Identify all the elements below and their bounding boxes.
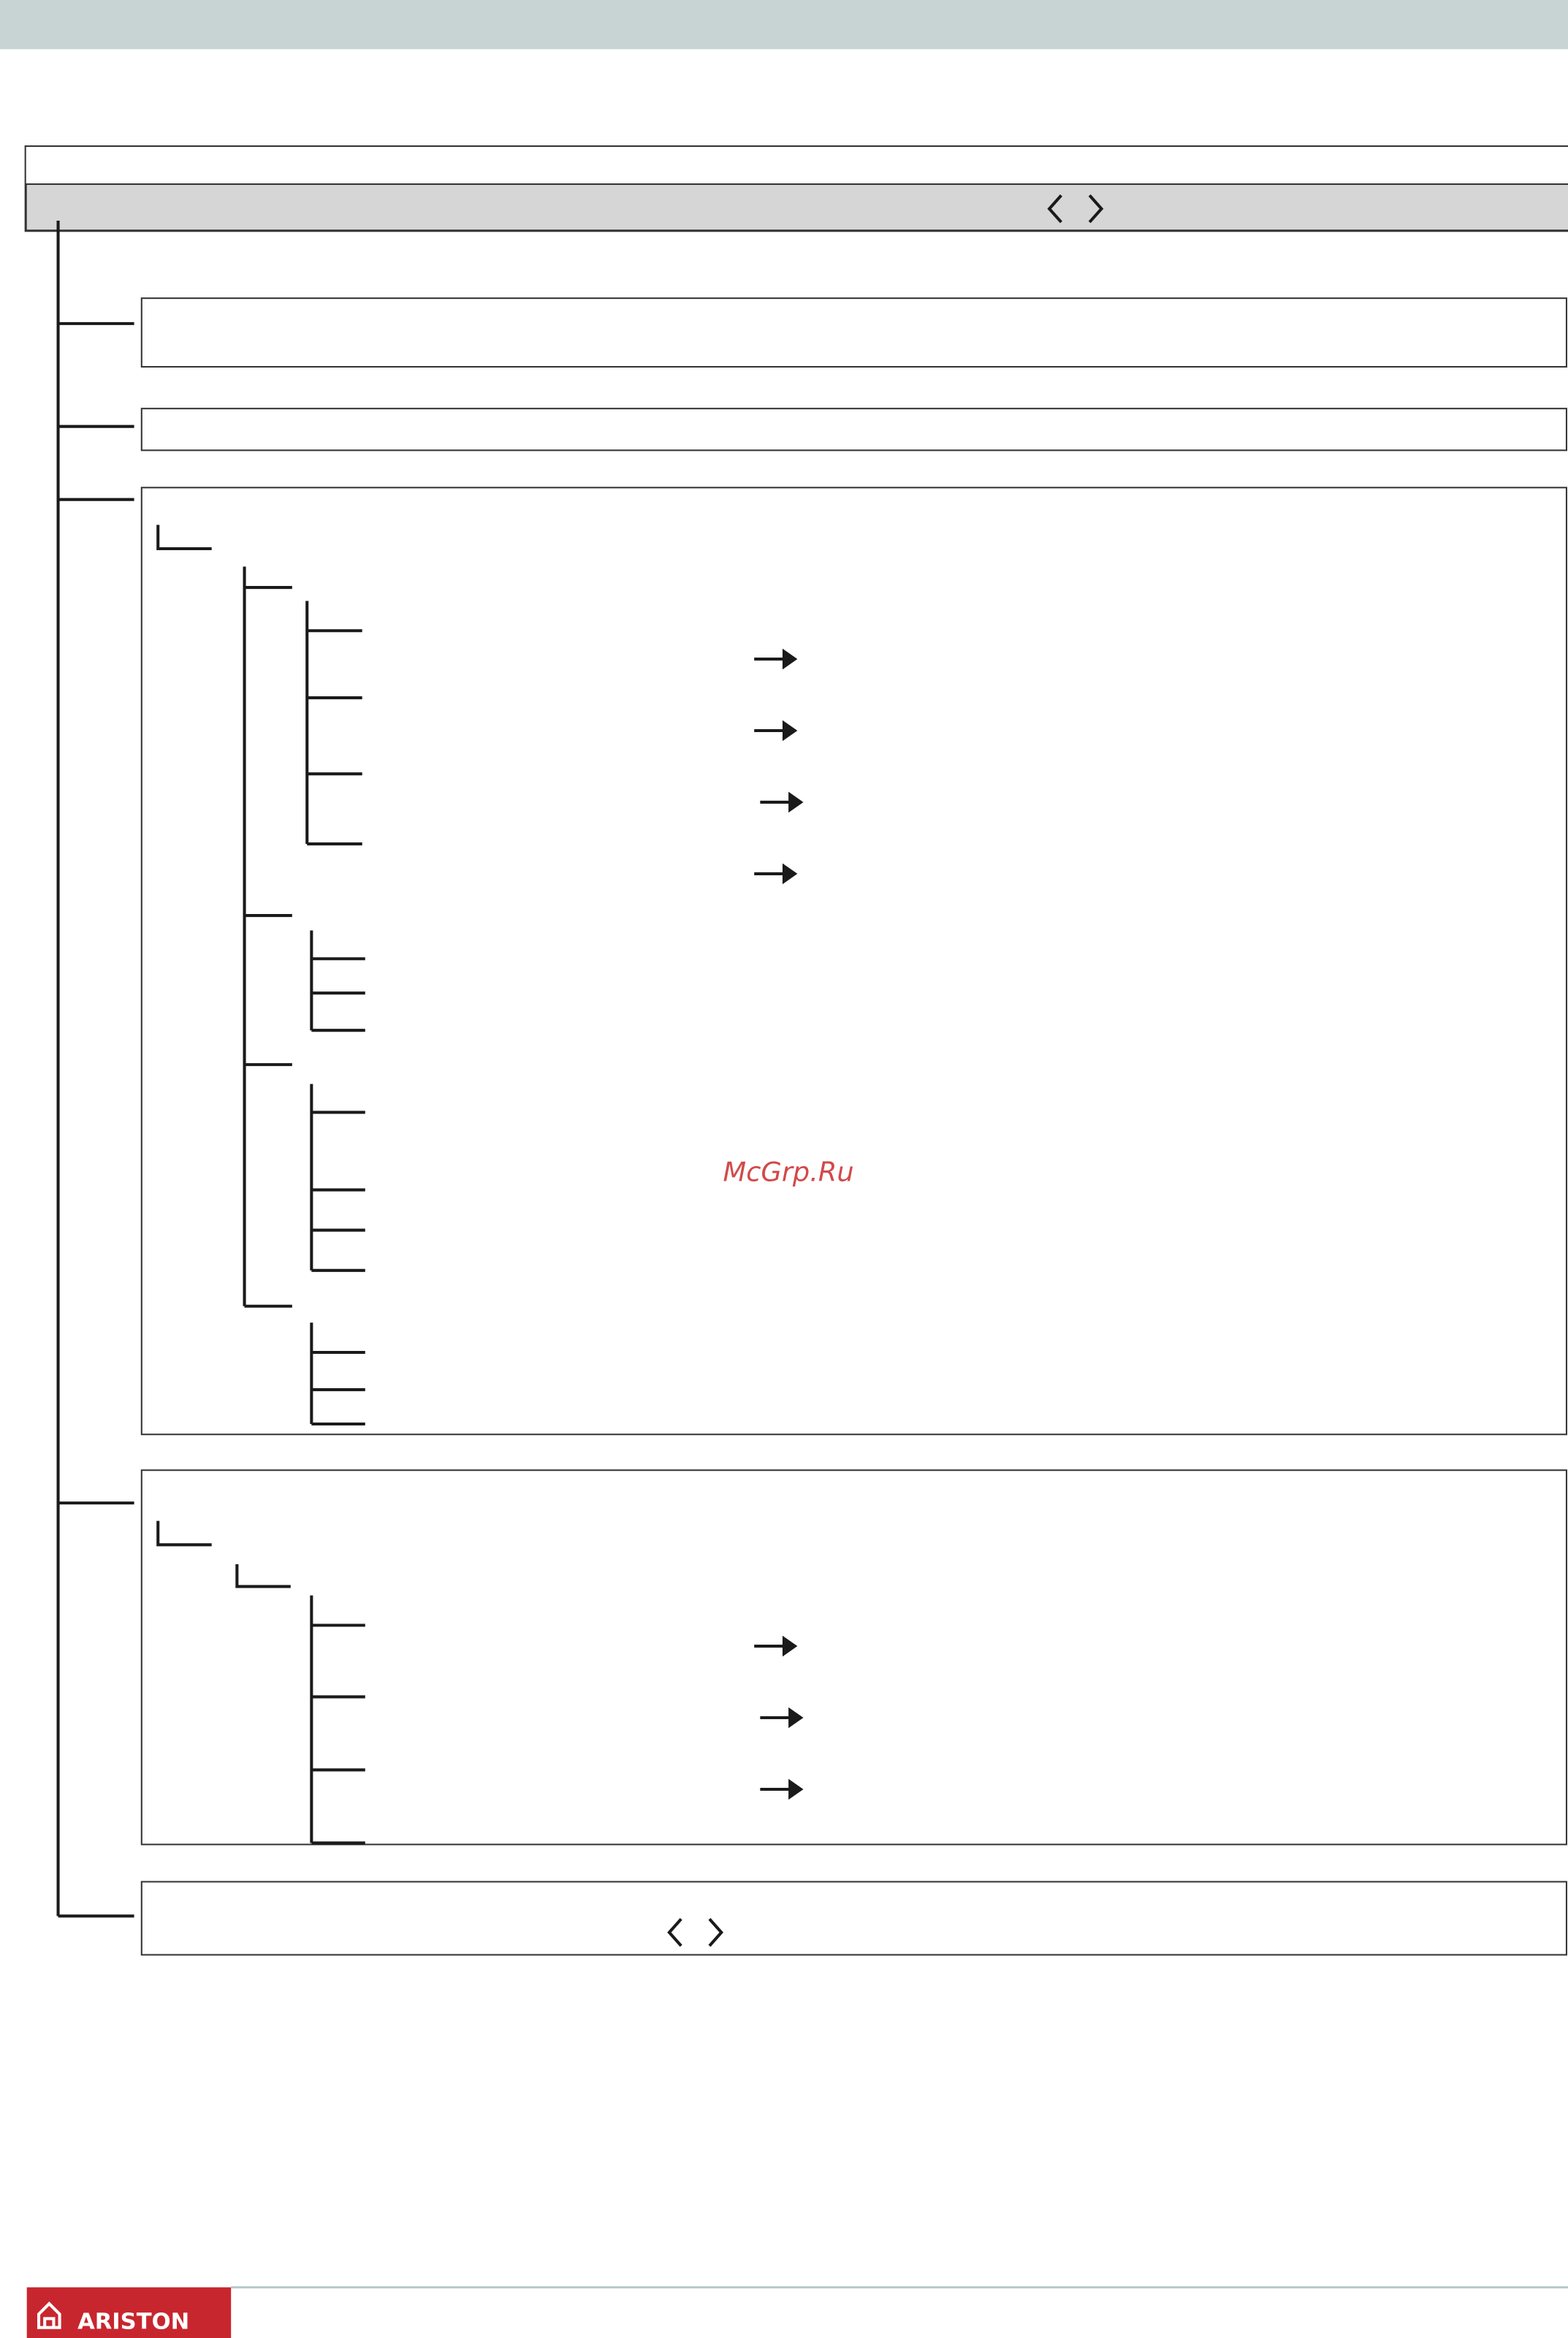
subtree-2 — [156, 1520, 803, 1845]
logo-box — [26, 2287, 232, 2338]
subtree-1 — [156, 525, 803, 1426]
boxes — [140, 297, 1567, 1956]
main-tree — [56, 221, 134, 1918]
logo-text: ARISTON — [77, 2310, 189, 2335]
header-box — [24, 145, 1568, 232]
top-band — [0, 0, 1568, 50]
watermark: McGrp.Ru — [723, 1156, 854, 1187]
footer: ARISTON — [26, 2286, 1568, 2338]
